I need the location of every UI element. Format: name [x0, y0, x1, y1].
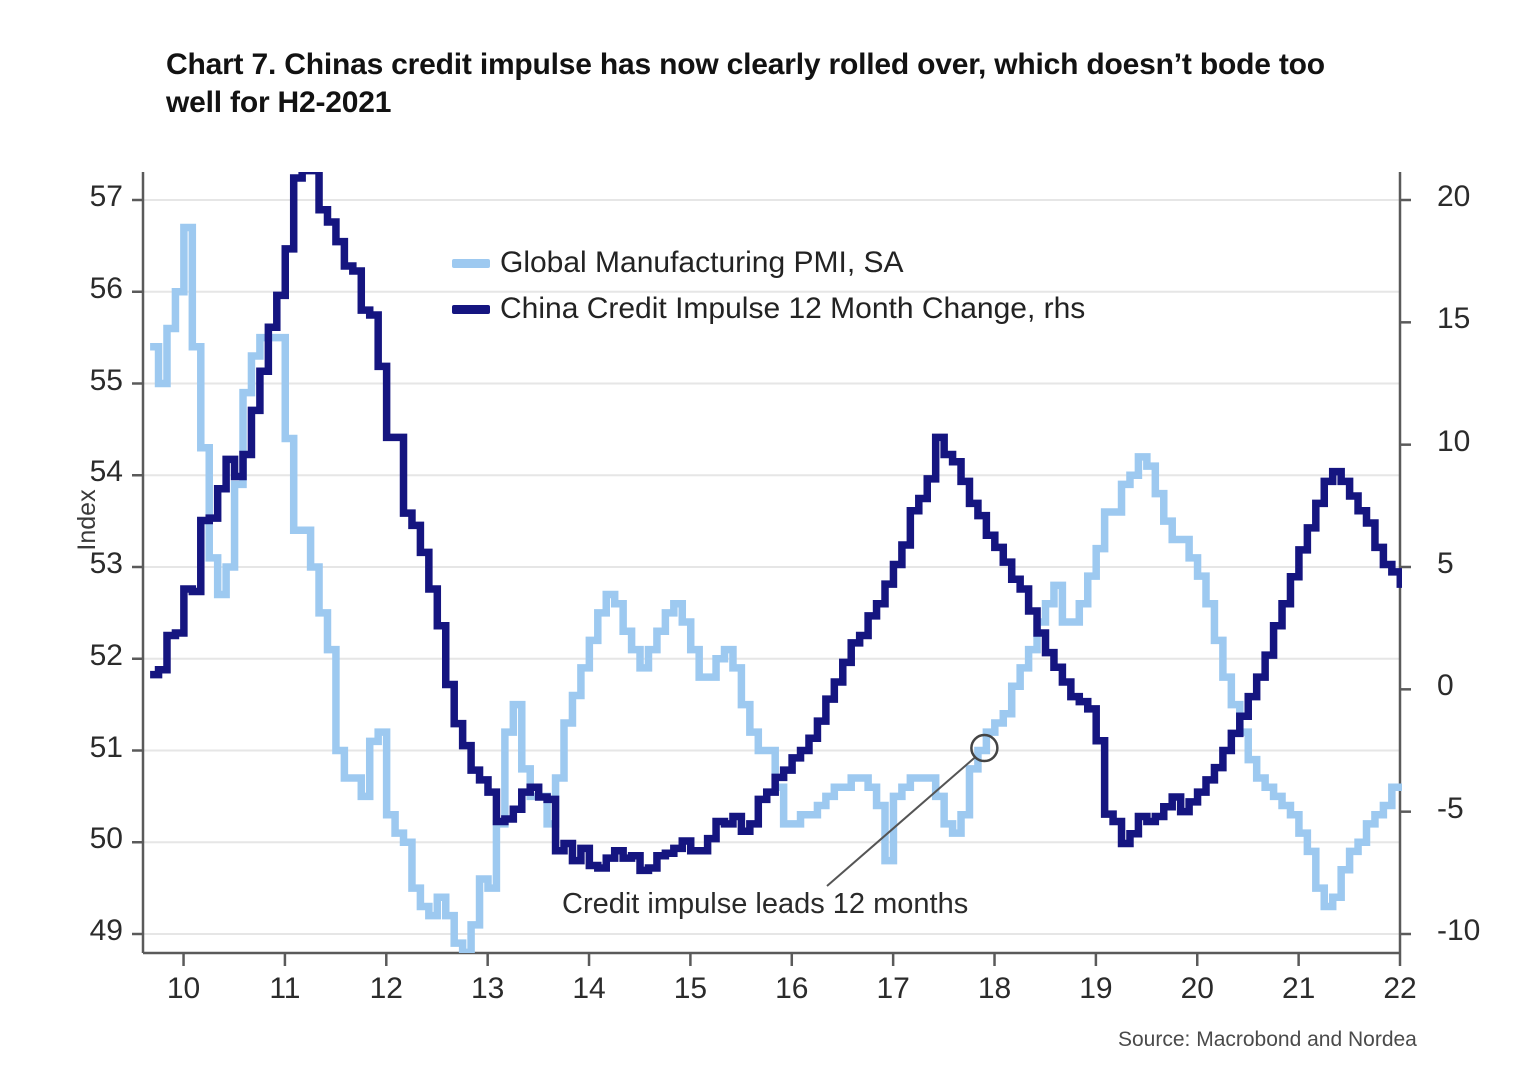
- y-axis-left-tick: 50: [89, 822, 123, 856]
- legend-item[interactable]: China Credit Impulse 12 Month Change, rh…: [452, 286, 1085, 332]
- y-axis-right-tick: 20: [1437, 180, 1471, 213]
- x-axis-tick: 11: [269, 972, 301, 1005]
- x-axis-tick: 13: [470, 972, 505, 1005]
- y-axis-right-tick: -5: [1437, 791, 1464, 825]
- x-axis-tick: 17: [876, 972, 910, 1005]
- legend-label: China Credit Impulse 12 Month Change, rh…: [500, 292, 1086, 325]
- y-axis-right-tick: -10: [1437, 914, 1481, 947]
- x-axis-tick: 12: [369, 972, 403, 1005]
- y-axis-left-tick: 53: [89, 547, 123, 580]
- x-axis-tick: 10: [166, 972, 201, 1005]
- legend-label: Global Manufacturing PMI, SA: [500, 246, 904, 279]
- x-axis-tick: 20: [1180, 972, 1214, 1005]
- chart-title: Chart 7. Chinas credit impulse has now c…: [166, 48, 1325, 120]
- legend-color-swatch: [452, 258, 490, 268]
- y-axis-left-tick: 52: [89, 638, 123, 672]
- y-axis-right-tick: 0: [1437, 669, 1454, 703]
- y-axis-left-tick: 51: [89, 730, 123, 764]
- y-axis-left-tick: 56: [89, 271, 123, 305]
- y-axis-left-tick: 55: [89, 363, 123, 397]
- x-axis-tick: 18: [977, 972, 1012, 1005]
- x-axis-tick: 21: [1281, 972, 1316, 1005]
- y-axis-right-tick: 10: [1437, 424, 1471, 458]
- annotation-label: Credit impulse leads 12 months: [562, 888, 969, 920]
- y-axis-right-tick: 15: [1437, 302, 1471, 336]
- chart-legend: Global Manufacturing PMI, SA China Credit…: [452, 240, 1085, 332]
- x-axis-tick: 14: [572, 972, 606, 1005]
- y-axis-left-tick: 49: [89, 914, 123, 947]
- y-axis-left-tick: 57: [89, 180, 123, 213]
- y-axis-right-tick: 5: [1437, 547, 1454, 580]
- x-axis-tick: 19: [1079, 972, 1113, 1005]
- legend-item[interactable]: Global Manufacturing PMI, SA: [452, 240, 1085, 286]
- y-axis-left-tick: 54: [89, 455, 123, 489]
- x-axis-tick: 22: [1383, 972, 1417, 1005]
- source-note: Source: Macrobond and Nordea: [1118, 1028, 1417, 1051]
- legend-color-swatch: [452, 304, 490, 314]
- x-axis-tick: 15: [673, 972, 708, 1005]
- x-axis-tick: 16: [775, 972, 809, 1005]
